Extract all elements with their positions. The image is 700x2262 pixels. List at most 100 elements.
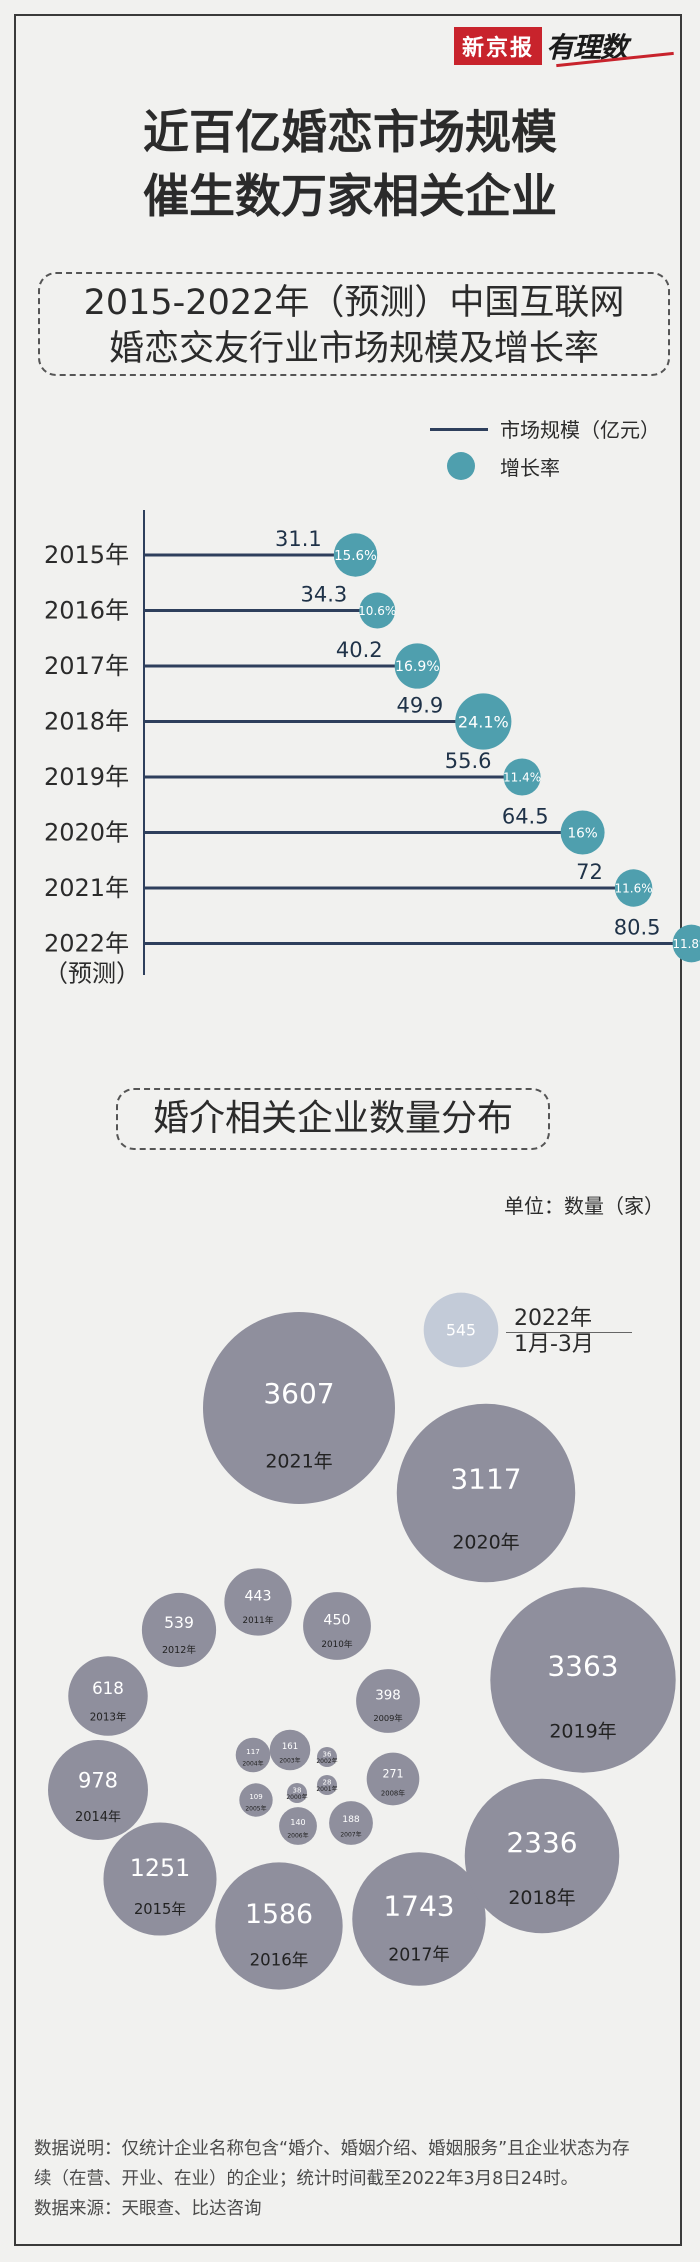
market-size-value: 64.5 [502,805,549,829]
growth-rate-label: 10.6% [358,604,396,618]
market-size-value: 80.5 [614,916,661,940]
year-label: 2020年 [44,819,129,847]
bubble [224,1568,292,1636]
bubble-year: 2012年 [162,1644,196,1656]
bubble-year: 2006年 [287,1832,308,1840]
bubble [329,1801,373,1845]
chart2-unit: 单位：数量（家） [504,1194,664,1218]
bubble-year: 2019年 [549,1720,616,1742]
bubble [352,1852,486,1986]
market-size-value: 34.3 [301,583,348,607]
growth-rate-dot [333,533,378,577]
bubble-year: 2008年 [381,1788,405,1797]
bubble [48,1740,148,1840]
year-label: 2016年 [44,597,129,625]
bubble-value: 2336 [506,1826,577,1859]
bubble-year: 2005年 [245,1804,266,1812]
bubble-year: 2003年 [279,1757,300,1765]
year-label: 2017年 [44,652,129,680]
growth-rate-label: 11.8% [672,937,700,951]
headline-line-2: 催生数万家相关企业 [143,169,557,223]
q1-label: 2022年 1月-3月 [514,1306,594,1358]
year-label: 2015年 [44,541,129,569]
growth-rate-dot [455,693,512,750]
legend-line-swatch [430,428,488,431]
bubble-year: 2015年 [134,1901,186,1918]
growth-rate-label: 16% [567,825,597,841]
headline-line-1: 近百亿婚恋市场规模 [143,105,557,159]
bubble-value: 271 [382,1768,403,1781]
bubble-value: 161 [282,1742,298,1752]
bubble [235,1737,271,1773]
chart1-title-line-2: 婚恋交友行业市场规模及增长率 [108,329,599,369]
bubble-year: 2007年 [340,1831,361,1839]
bubble-value: 1586 [245,1899,313,1930]
bubble-value: 1251 [130,1854,190,1882]
bubble [68,1656,148,1736]
year-sub-label: （预测） [44,960,140,988]
bubble [269,1729,311,1771]
bubble-year: 2009年 [373,1713,402,1723]
bubble-value: 978 [78,1769,118,1793]
chart1-title-line-1: 2015-2022年（预测）中国互联网 [83,283,625,323]
bubble-value: 3117 [450,1463,521,1496]
brand-box: 新京报 [454,27,543,65]
bubble-value: 188 [342,1814,360,1825]
bubble [239,1783,273,1817]
growth-rate-dot [672,924,700,963]
bubble-year: 2001年 [316,1785,337,1793]
bubble [279,1807,317,1845]
bubble [215,1862,343,1990]
legend-line-label: 市场规模（亿元） [500,418,660,442]
bubble-value: 450 [323,1612,350,1628]
footnote: 数据说明：仅统计企业名称包含“婚介、婚姻介绍、婚姻服务”且企业状态为存 续（在营… [34,2134,674,2224]
q1-label-year: 2022年 [514,1306,592,1331]
market-size-chart: 2015年 31.1 15.6% 2016年 34.3 10.6% 2017年 40.2 16.… [44,510,700,988]
bubble-year: 2020年 [452,1531,519,1553]
market-size-value: 55.6 [445,749,492,773]
bubble-year: 2016年 [250,1950,309,1969]
bubble-value: 618 [92,1679,124,1698]
outer-frame [14,14,682,2246]
growth-rate-dot [503,758,541,796]
bubble-year: 2011年 [243,1614,274,1626]
bubble-year: 2000年 [286,1793,307,1801]
market-size-value: 31.1 [275,527,322,551]
bubble [287,1783,307,1803]
bubble [317,1747,337,1767]
bubble [396,1403,576,1583]
bubble [103,1822,217,1936]
chart2-title-box: 婚介相关企业数量分布 [116,1088,550,1150]
bubble-value: 3607 [263,1377,334,1410]
growth-rate-dot [614,869,653,907]
legend-dot-label: 增长率 [500,456,560,480]
q1-label-months: 1月-3月 [514,1332,594,1357]
legend-dot-swatch [447,452,475,480]
bubble [317,1775,337,1795]
year-label: 2022年 [44,930,129,958]
bubble-value: 140 [290,1818,305,1827]
market-size-value: 40.2 [336,638,383,662]
bubble-value: 117 [246,1747,260,1756]
bubble-value: 539 [164,1614,194,1632]
bubble-value: 109 [249,1793,262,1801]
bubble-value: 545 [446,1321,476,1340]
footnote-line-2: 续（在营、开业、在业）的企业；统计时间截至2022年3月8日24时。 [34,2169,579,2189]
headline: 近百亿婚恋市场规模 催生数万家相关企业 [0,100,700,228]
growth-rate-label: 16.9% [395,659,440,675]
bubble [490,1587,676,1773]
bubble-value: 36 [323,1751,332,1759]
bubble-value: 443 [245,1588,272,1604]
bubble-year: 2004年 [242,1760,263,1768]
year-label: 2018年 [44,708,129,736]
bubble-year: 2014年 [75,1810,121,1825]
growth-rate-label: 15.6% [334,549,377,564]
growth-rate-label: 24.1% [458,712,509,731]
bubble-year: 2002年 [316,1757,337,1765]
bubble-year: 2017年 [388,1945,449,1965]
growth-rate-label: 11.6% [615,881,653,895]
bubble [356,1669,420,1733]
growth-rate-label: 11.4% [503,770,541,784]
bubble-year: 2018年 [508,1887,575,1909]
bubble-year: 2010年 [321,1638,352,1650]
